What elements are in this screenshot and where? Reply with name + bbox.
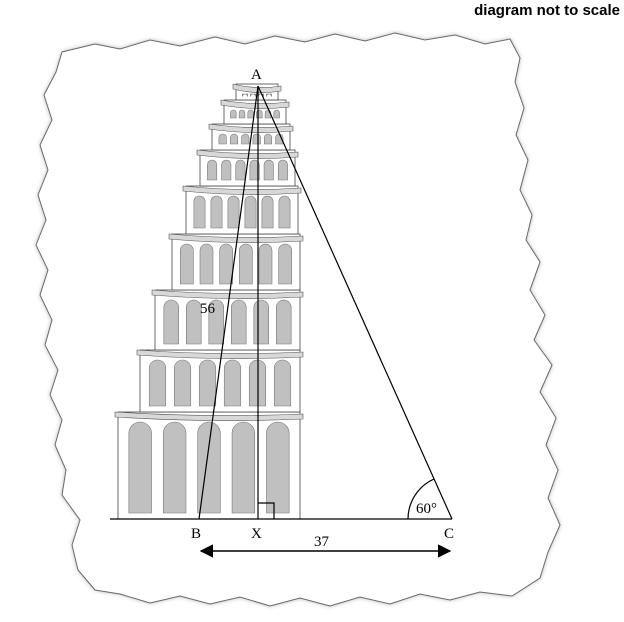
tower-window <box>241 133 250 145</box>
tower-window <box>193 195 206 229</box>
tower-window <box>276 299 292 345</box>
triangle-lines <box>110 85 453 520</box>
tower-window <box>263 133 273 145</box>
tower-window <box>128 421 152 514</box>
tower-window <box>227 195 240 229</box>
tower-window <box>208 299 224 345</box>
label-c: C <box>444 526 454 542</box>
tower-window <box>235 159 246 181</box>
tower-window <box>249 159 260 181</box>
side-ac <box>257 85 453 520</box>
tower-window <box>162 421 187 514</box>
tower-window <box>207 159 218 181</box>
tower-window <box>242 93 248 97</box>
tower-window <box>223 359 242 407</box>
tower-window <box>186 299 202 345</box>
tower-tier <box>168 233 304 291</box>
label-x: X <box>251 526 262 542</box>
tower-window <box>173 359 192 407</box>
leaning-tower-illustration <box>114 83 304 520</box>
label-60-degrees: 60° <box>416 501 437 517</box>
label-37: 37 <box>314 534 330 550</box>
tower-tier <box>151 289 304 351</box>
tower-window <box>256 109 263 119</box>
tower-tier <box>196 149 299 187</box>
tower-window <box>198 359 217 407</box>
tower-window <box>273 109 280 119</box>
tower-window <box>263 159 274 181</box>
tower-window <box>247 109 254 119</box>
tower-window <box>231 421 256 514</box>
tower-tier <box>114 411 304 520</box>
tower-window <box>277 159 288 181</box>
tower-window <box>163 299 179 345</box>
tower-window <box>180 243 194 285</box>
tower-tier <box>182 185 302 235</box>
label-56: 56 <box>200 301 216 317</box>
tower-window <box>273 359 292 407</box>
label-a: A <box>251 67 262 83</box>
tower-window <box>261 195 274 229</box>
tower-window <box>148 359 167 407</box>
not-to-scale-note: diagram not to scale <box>474 2 620 19</box>
tower-window <box>197 421 221 514</box>
tower-window <box>210 195 223 229</box>
label-b: B <box>191 526 201 542</box>
tower-window <box>199 243 214 285</box>
tower-window <box>229 133 239 145</box>
tower-window <box>221 159 232 181</box>
tower-window <box>252 133 261 145</box>
right-angle-mark <box>258 502 275 519</box>
tower-tier <box>208 123 294 151</box>
tower-window <box>219 243 233 285</box>
side-ab <box>198 85 259 520</box>
tower-window <box>253 299 269 345</box>
tower-window <box>278 195 291 229</box>
tower-window <box>238 109 246 119</box>
tower-window <box>258 243 273 285</box>
tower-window <box>231 299 247 345</box>
tower-window <box>266 421 290 514</box>
tower-tier <box>136 349 304 413</box>
tower-window <box>250 93 256 97</box>
tower-window <box>244 195 257 229</box>
tower-window <box>278 243 292 285</box>
tower-window <box>218 133 227 145</box>
angle-arc-c <box>407 478 435 520</box>
tower-window <box>230 109 237 119</box>
tower-window <box>266 93 272 97</box>
tower-window <box>239 243 253 285</box>
